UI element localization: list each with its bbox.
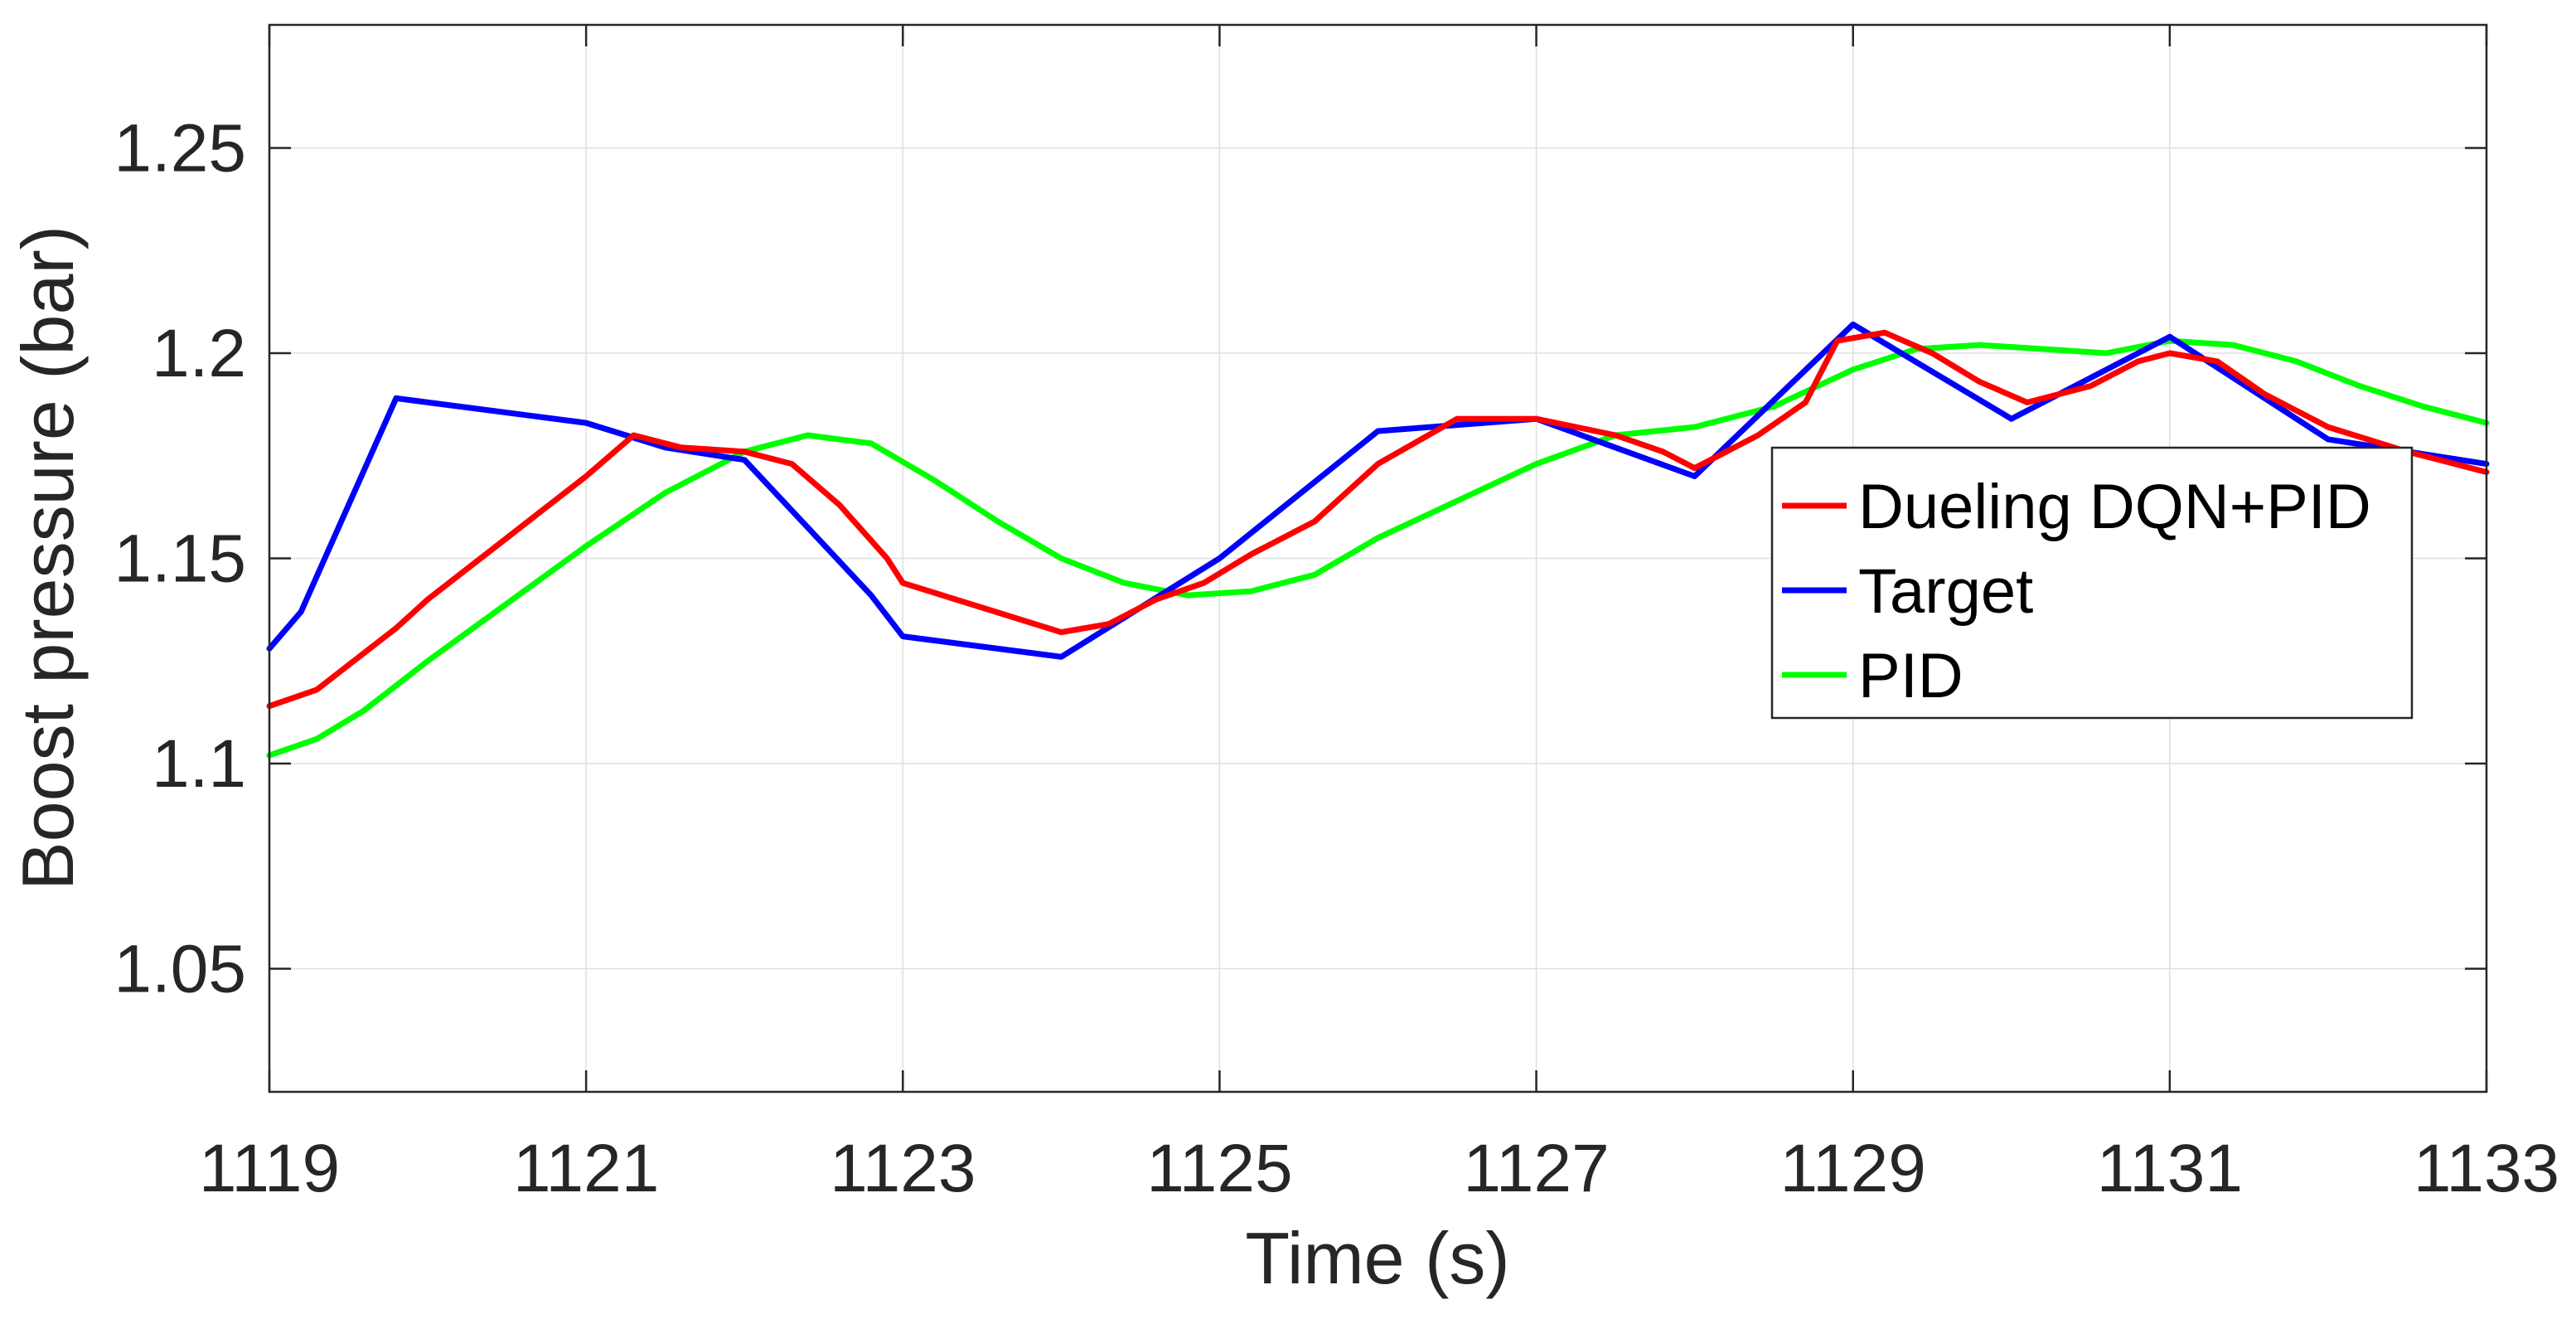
tick-labels: 1119 1121 1123 1125 1127 1129 1131 1133 1.05 1.1 1…: [114, 111, 2559, 1207]
x-axis-title: Time (s): [1245, 1217, 1509, 1299]
legend-item-pid: PID: [1782, 641, 1963, 711]
y-tick-label-1-1: 1.1: [152, 726, 246, 802]
y-axis-title: Boost pressure (bar): [7, 225, 89, 890]
x-tick-label-1119: 1119: [199, 1131, 340, 1206]
x-tick-label-1123: 1123: [830, 1131, 976, 1206]
x-tick-label-1133: 1133: [2414, 1131, 2559, 1206]
legend-item-dueling-dqn-pid: Dueling DQN+PID: [1782, 472, 2371, 542]
x-tick-label-1129: 1129: [1780, 1131, 1926, 1206]
series-layer: [266, 321, 2490, 759]
legend-label-target: Target: [1858, 556, 2033, 627]
x-tick-label-1131: 1131: [2097, 1131, 2243, 1206]
series-line-dueling-dqn-pid: [266, 329, 2490, 710]
x-tick-label-1125: 1125: [1146, 1131, 1292, 1206]
y-tick-label-1-15: 1.15: [114, 521, 246, 597]
x-tick-label-1127: 1127: [1463, 1131, 1609, 1206]
legend-item-target: Target: [1782, 556, 2033, 627]
legend-box: [1770, 446, 2414, 720]
legend-label-pid: PID: [1858, 641, 1963, 711]
legend: Dueling DQN+PID Target PID: [1770, 446, 2414, 720]
y-tick-label-1-2: 1.2: [152, 316, 246, 391]
x-tick-label-1121: 1121: [513, 1131, 659, 1206]
y-tick-label-1-05: 1.05: [114, 932, 246, 1007]
legend-label-dueling-dqn-pid: Dueling DQN+PID: [1858, 472, 2371, 542]
y-tick-label-1-25: 1.25: [114, 111, 246, 187]
series-line-pid: [266, 337, 2490, 759]
ticks: [268, 25, 2488, 1092]
